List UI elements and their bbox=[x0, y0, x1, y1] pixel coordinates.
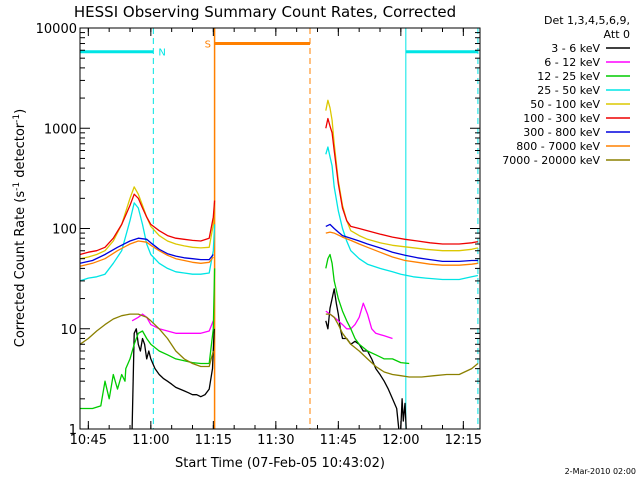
night-marker-label: N bbox=[158, 48, 165, 59]
legend-label: 3 - 6 keV bbox=[551, 42, 600, 55]
series-7-segment-0 bbox=[79, 240, 214, 267]
series-3-segment-1 bbox=[325, 146, 479, 281]
y-tick-label: 10 bbox=[60, 323, 77, 338]
series-0-segment-2 bbox=[400, 398, 407, 430]
legend-label: 800 - 7000 keV bbox=[516, 140, 600, 153]
legend-header-line-1: Det 1,3,4,5,6,9, bbox=[544, 14, 630, 27]
series-2-segment-1 bbox=[325, 253, 410, 365]
y-tick-label: 1000 bbox=[44, 122, 77, 137]
series-8 bbox=[79, 313, 479, 378]
series-5 bbox=[79, 117, 479, 256]
series-8-segment-1 bbox=[325, 313, 479, 378]
markers-layer: NS bbox=[79, 28, 479, 429]
series-5-segment-0 bbox=[79, 193, 216, 256]
chart-title: HESSI Observing Summary Count Rates, Cor… bbox=[74, 3, 456, 21]
series-3 bbox=[79, 146, 479, 282]
series-1 bbox=[131, 302, 393, 340]
series-2-segment-0 bbox=[80, 268, 216, 410]
y-label-sup1: -1 bbox=[12, 182, 22, 191]
legend-header-line-2: Att 0 bbox=[604, 28, 630, 41]
y-axis-label: Corrected Count Rate (s-1 detector-1) bbox=[12, 109, 28, 347]
series-0 bbox=[131, 288, 407, 430]
y-label-main: Corrected Count Rate (s bbox=[13, 191, 28, 348]
series-6 bbox=[79, 223, 478, 264]
y-label-sup2: -1 bbox=[12, 114, 22, 123]
legend-label: 300 - 800 keV bbox=[523, 126, 600, 139]
series-7 bbox=[79, 231, 478, 267]
series-7-segment-1 bbox=[325, 231, 478, 266]
series-6-segment-1 bbox=[325, 223, 478, 263]
x-tick-label: 10:45 bbox=[70, 433, 107, 448]
series-0-segment-1 bbox=[325, 288, 400, 430]
series-layer bbox=[79, 99, 479, 430]
x-tick-label: 11:15 bbox=[195, 433, 232, 448]
series-1-segment-0 bbox=[131, 313, 214, 334]
y-label-end: ) bbox=[13, 109, 28, 114]
x-tick-label: 12:00 bbox=[382, 433, 419, 448]
saa-marker-label: S bbox=[205, 40, 211, 51]
series-2 bbox=[80, 253, 410, 410]
series-4 bbox=[79, 99, 479, 260]
plot-frame bbox=[79, 27, 481, 430]
series-4-segment-0 bbox=[79, 186, 216, 260]
legend-label: 12 - 25 keV bbox=[537, 70, 600, 83]
y-tick-label: 10000 bbox=[36, 22, 77, 37]
series-8-segment-0 bbox=[79, 313, 214, 368]
x-tick-label: 11:30 bbox=[257, 433, 294, 448]
legend-label: 25 - 50 keV bbox=[537, 84, 600, 97]
legend-label: 7000 - 20000 keV bbox=[502, 154, 600, 167]
legend-label: 50 - 100 keV bbox=[530, 98, 600, 111]
x-tick-label: 12:15 bbox=[445, 433, 482, 448]
series-3-segment-0 bbox=[79, 202, 216, 282]
legend-label: 100 - 300 keV bbox=[523, 112, 600, 125]
y-tick-label: 100 bbox=[52, 223, 77, 238]
series-4-segment-1 bbox=[325, 99, 479, 252]
x-axis-label: Start Time (07-Feb-05 10:43:02) bbox=[175, 456, 385, 471]
series-5-segment-1 bbox=[325, 117, 479, 245]
y-tick-label: 1 bbox=[69, 423, 77, 438]
series-6-segment-0 bbox=[79, 237, 214, 264]
x-axis: 10:45 11:00 11:15 11:30 11:45 12:00 12:15 bbox=[70, 28, 482, 448]
y-axis: 1 10 100 1000 10000 bbox=[36, 22, 480, 438]
x-tick-label: 11:00 bbox=[132, 433, 169, 448]
x-tick-label: 11:45 bbox=[320, 433, 357, 448]
y-label-mid: detector bbox=[13, 122, 28, 182]
series-0-segment-0 bbox=[131, 328, 215, 430]
legend-label: 6 - 12 keV bbox=[544, 56, 600, 69]
footer-date: 2-Mar-2010 02:00 bbox=[565, 467, 636, 476]
